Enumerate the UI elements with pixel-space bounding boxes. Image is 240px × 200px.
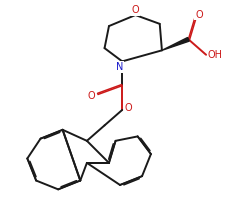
Text: N: N — [116, 62, 123, 72]
Polygon shape — [162, 37, 189, 50]
Text: OH: OH — [208, 50, 223, 60]
Text: O: O — [195, 10, 203, 20]
Text: O: O — [88, 91, 96, 101]
Text: O: O — [125, 103, 132, 113]
Text: O: O — [132, 5, 139, 15]
